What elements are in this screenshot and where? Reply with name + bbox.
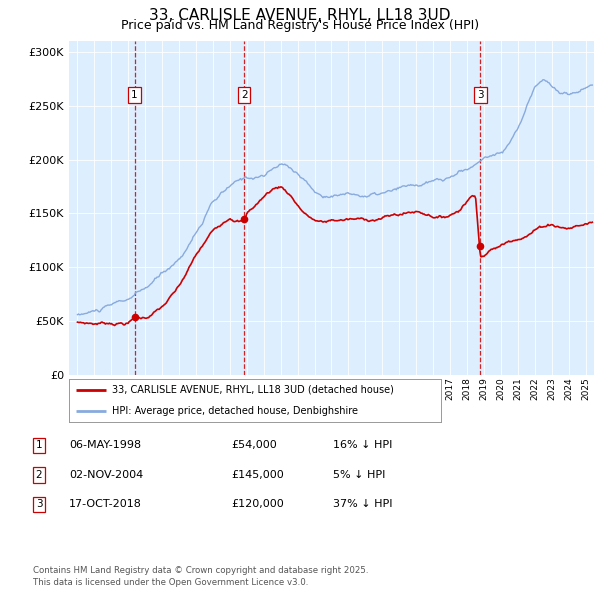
Text: 1: 1 [131, 90, 138, 100]
Text: £120,000: £120,000 [231, 500, 284, 509]
Text: £145,000: £145,000 [231, 470, 284, 480]
Text: 33, CARLISLE AVENUE, RHYL, LL18 3UD: 33, CARLISLE AVENUE, RHYL, LL18 3UD [149, 8, 451, 22]
Text: 2: 2 [35, 470, 43, 480]
Text: 3: 3 [35, 500, 43, 509]
Text: 06-MAY-1998: 06-MAY-1998 [69, 441, 141, 450]
Text: 5% ↓ HPI: 5% ↓ HPI [333, 470, 385, 480]
Text: 17-OCT-2018: 17-OCT-2018 [69, 500, 142, 509]
Text: HPI: Average price, detached house, Denbighshire: HPI: Average price, detached house, Denb… [112, 407, 358, 416]
Text: 3: 3 [477, 90, 484, 100]
Text: £54,000: £54,000 [231, 441, 277, 450]
Text: Price paid vs. HM Land Registry's House Price Index (HPI): Price paid vs. HM Land Registry's House … [121, 19, 479, 32]
Text: 1: 1 [35, 441, 43, 450]
Text: Contains HM Land Registry data © Crown copyright and database right 2025.
This d: Contains HM Land Registry data © Crown c… [33, 566, 368, 587]
Text: 02-NOV-2004: 02-NOV-2004 [69, 470, 143, 480]
Text: 37% ↓ HPI: 37% ↓ HPI [333, 500, 392, 509]
Text: 2: 2 [241, 90, 247, 100]
Text: 16% ↓ HPI: 16% ↓ HPI [333, 441, 392, 450]
Text: 33, CARLISLE AVENUE, RHYL, LL18 3UD (detached house): 33, CARLISLE AVENUE, RHYL, LL18 3UD (det… [112, 385, 394, 395]
